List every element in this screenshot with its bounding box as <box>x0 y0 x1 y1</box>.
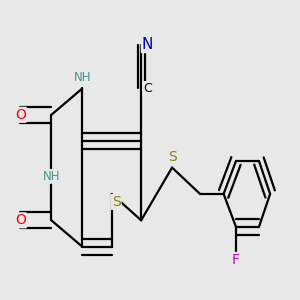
Text: O: O <box>15 213 26 227</box>
Text: F: F <box>232 253 240 267</box>
Text: S: S <box>112 195 121 209</box>
Text: C: C <box>143 82 152 95</box>
Text: S: S <box>168 150 176 164</box>
Text: NH: NH <box>74 71 91 84</box>
Text: N: N <box>142 37 153 52</box>
Text: NH: NH <box>43 170 60 183</box>
Text: O: O <box>15 108 26 122</box>
